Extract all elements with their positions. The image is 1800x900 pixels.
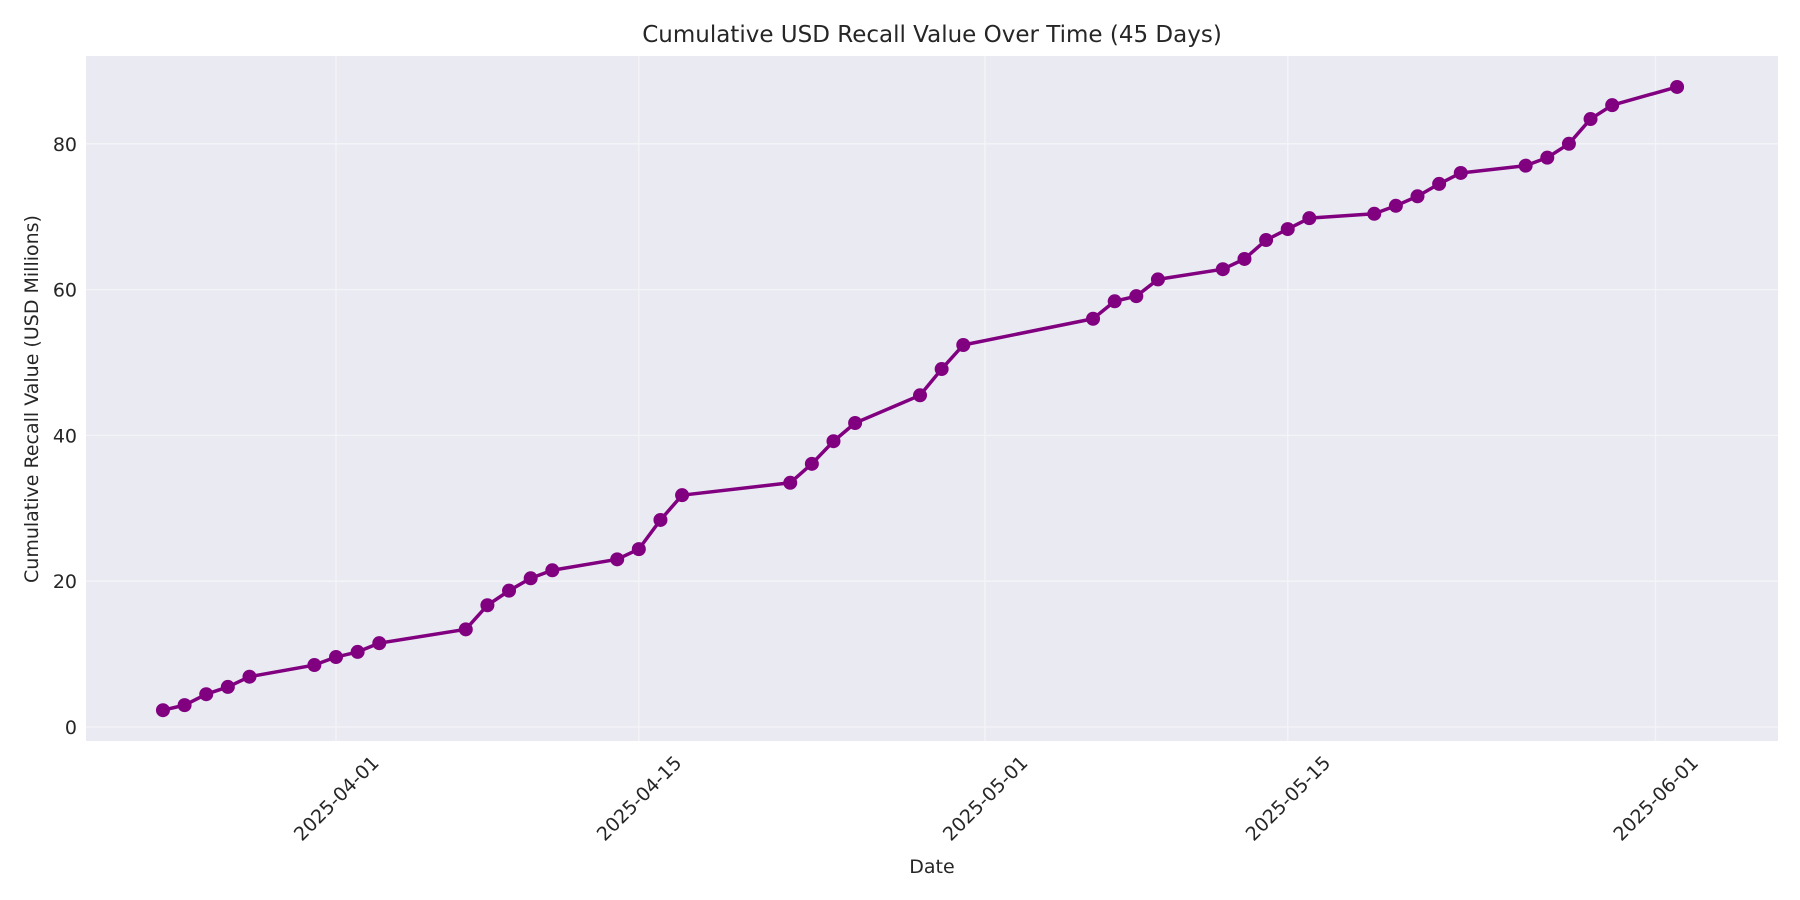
chart-title: Cumulative USD Recall Value Over Time (4… bbox=[642, 22, 1222, 48]
data-point-marker bbox=[804, 456, 819, 471]
data-point-marker bbox=[502, 583, 517, 598]
data-point-marker bbox=[1107, 294, 1122, 309]
y-tick-label: 40 bbox=[53, 425, 77, 447]
data-point-marker bbox=[220, 679, 235, 694]
data-point-marker bbox=[1583, 112, 1598, 127]
data-point-marker bbox=[1302, 211, 1317, 226]
data-point-marker bbox=[631, 542, 646, 557]
data-point-marker bbox=[913, 388, 928, 403]
x-axis-ticks: 2025-04-01 2025-04-15 2025-05-01 2025-05-15… bbox=[290, 752, 1703, 846]
y-tick-label: 0 bbox=[65, 717, 77, 739]
data-point-marker bbox=[610, 552, 625, 567]
x-tick-label: 2025-06-01 bbox=[1609, 752, 1703, 846]
x-tick-label: 2025-04-01 bbox=[290, 752, 384, 846]
data-point-marker bbox=[675, 488, 690, 503]
data-point-marker bbox=[1388, 198, 1403, 213]
y-tick-label: 60 bbox=[53, 280, 77, 302]
data-point-marker bbox=[848, 416, 863, 431]
data-point-marker bbox=[545, 563, 560, 578]
data-point-marker bbox=[1215, 262, 1230, 277]
y-tick-label: 20 bbox=[53, 571, 77, 593]
data-point-marker bbox=[1453, 165, 1468, 180]
data-point-marker bbox=[199, 687, 214, 702]
data-point-marker bbox=[1129, 289, 1144, 304]
x-tick-label: 2025-05-01 bbox=[939, 752, 1033, 846]
y-axis-ticks: 0 20 40 60 80 bbox=[53, 134, 77, 739]
data-point-marker bbox=[242, 669, 257, 684]
data-point-marker bbox=[1086, 311, 1101, 326]
data-point-marker bbox=[1367, 206, 1382, 221]
data-point-marker bbox=[1410, 189, 1425, 204]
data-point-marker bbox=[1518, 158, 1533, 173]
data-point-marker bbox=[307, 658, 322, 673]
data-point-marker bbox=[155, 703, 170, 718]
x-axis-label: Date bbox=[909, 856, 954, 878]
data-point-marker bbox=[177, 698, 192, 713]
data-series bbox=[155, 79, 1685, 718]
grid-lines bbox=[86, 56, 1778, 741]
data-point-marker bbox=[1432, 176, 1447, 191]
data-point-marker bbox=[783, 475, 798, 490]
data-point-marker bbox=[1670, 79, 1685, 94]
y-axis-label: Cumulative Recall Value (USD Millions) bbox=[21, 215, 43, 583]
data-point-marker bbox=[458, 622, 473, 637]
data-point-marker bbox=[956, 338, 971, 353]
data-point-marker bbox=[1540, 150, 1555, 165]
data-point-marker bbox=[1561, 136, 1576, 151]
data-point-marker bbox=[1150, 272, 1165, 287]
plot-area bbox=[86, 56, 1778, 741]
data-point-marker bbox=[1280, 222, 1295, 237]
data-point-marker bbox=[1237, 251, 1252, 266]
data-point-marker bbox=[1259, 233, 1274, 248]
data-point-marker bbox=[329, 650, 343, 665]
data-point-marker bbox=[480, 598, 495, 613]
data-point-marker bbox=[826, 434, 841, 449]
data-point-marker bbox=[934, 362, 949, 377]
data-point-marker bbox=[1605, 98, 1620, 113]
data-point-marker bbox=[372, 636, 387, 651]
data-point-marker bbox=[523, 571, 538, 586]
x-tick-label: 2025-04-15 bbox=[593, 752, 687, 846]
x-tick-label: 2025-05-15 bbox=[1242, 752, 1336, 846]
data-point-marker bbox=[653, 512, 668, 527]
y-tick-label: 80 bbox=[53, 134, 77, 156]
data-point-marker bbox=[350, 644, 365, 659]
